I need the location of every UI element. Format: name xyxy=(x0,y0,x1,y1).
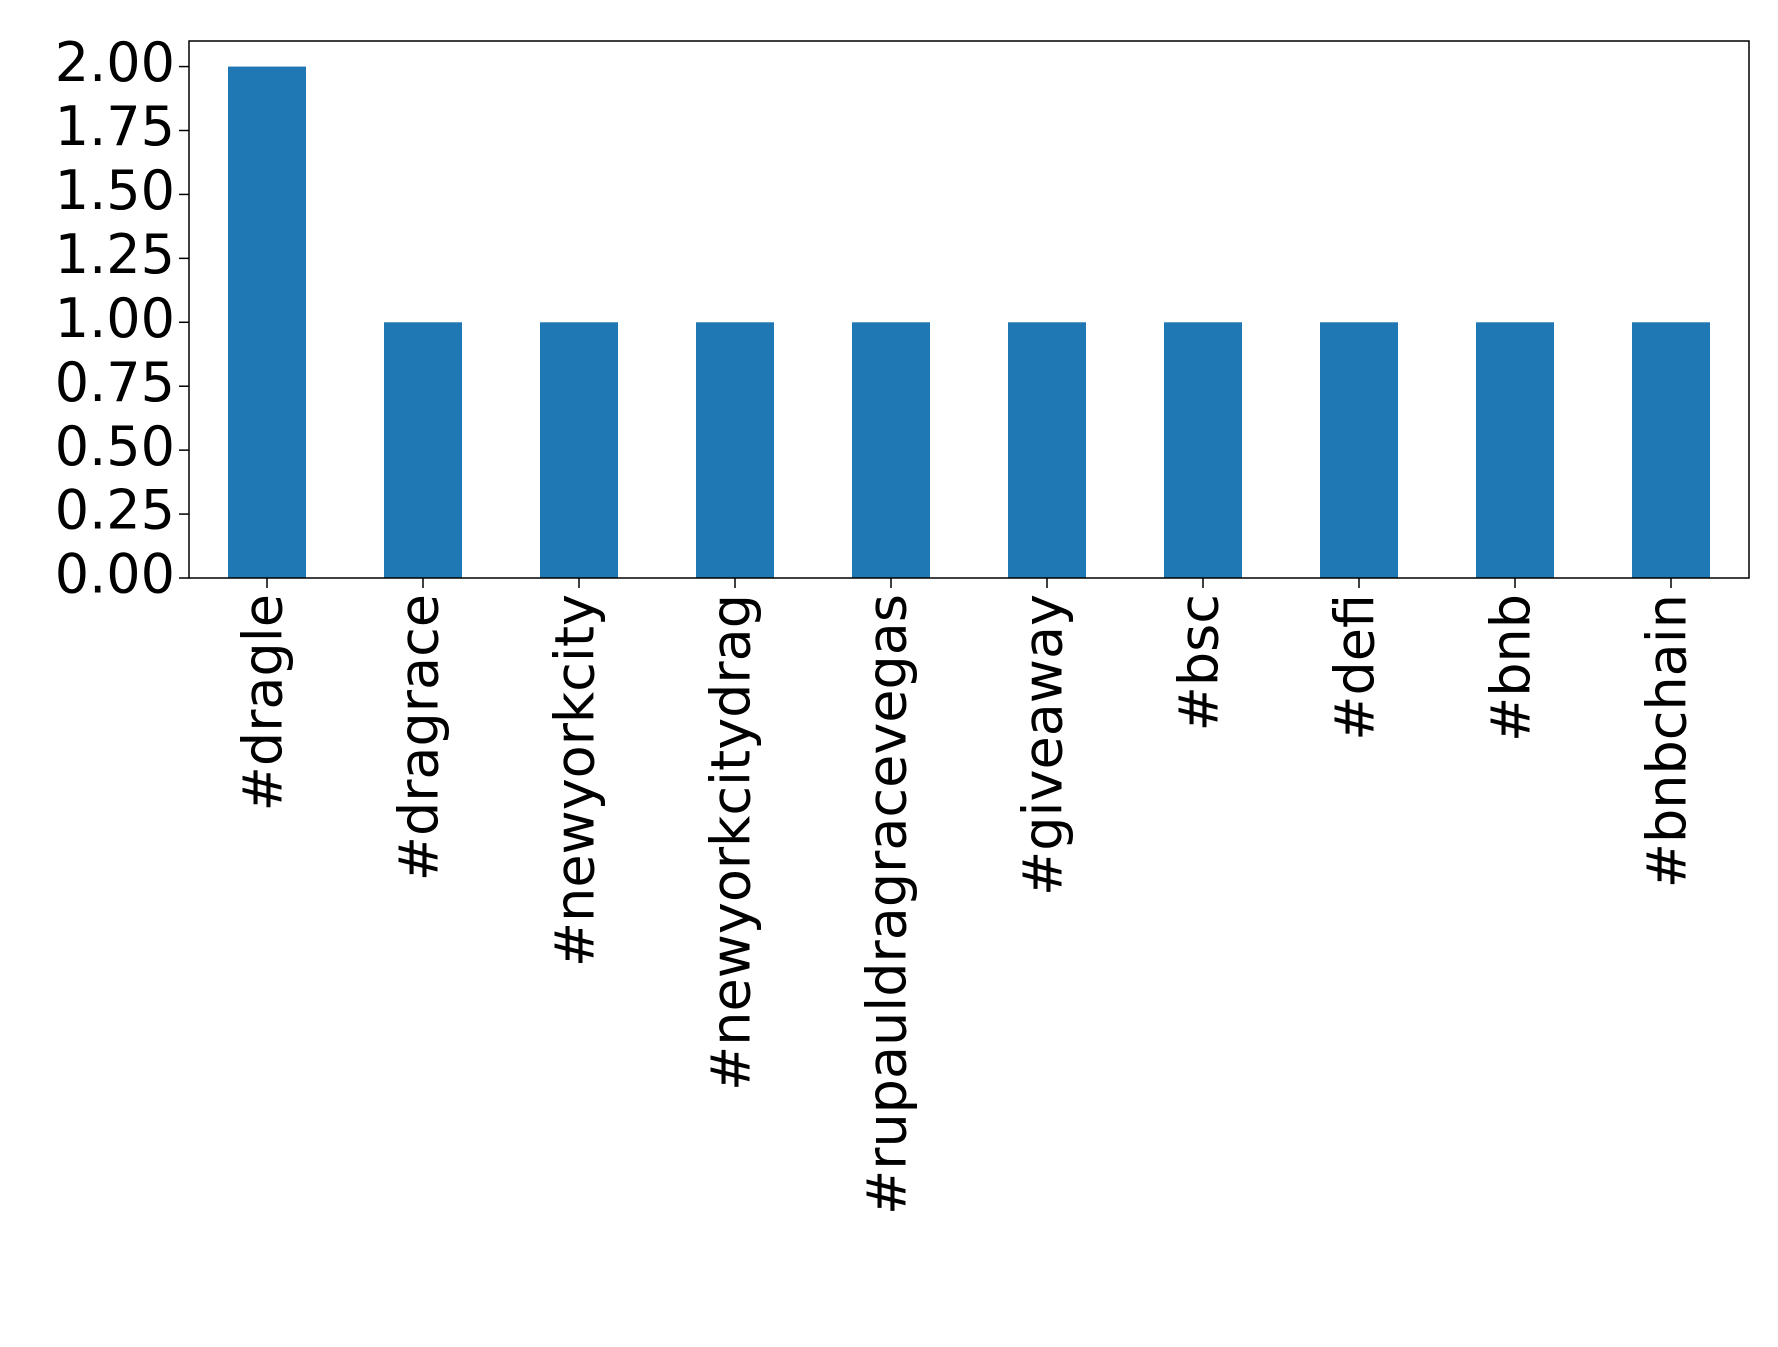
x-tick-label: #defi xyxy=(1324,594,1387,741)
bar xyxy=(1008,322,1086,578)
y-tick-label: 0.75 xyxy=(55,351,175,414)
bar xyxy=(1164,322,1242,578)
bar xyxy=(540,322,618,578)
y-tick-label: 0.00 xyxy=(55,543,175,606)
y-tick-label: 2.00 xyxy=(55,31,175,94)
x-tick-label: #newyorkcity xyxy=(544,594,607,967)
y-tick-label: 0.25 xyxy=(55,479,175,542)
x-tick-label: #rupauldragracevegas xyxy=(856,594,919,1215)
x-tick-label: #bnbchain xyxy=(1636,594,1699,888)
y-tick-label: 1.75 xyxy=(55,95,175,158)
x-tick-label: #dragle xyxy=(232,594,295,811)
x-tick-label: #bnb xyxy=(1480,594,1543,742)
y-tick-label: 1.25 xyxy=(55,223,175,286)
bar xyxy=(384,322,462,578)
bar xyxy=(852,322,930,578)
y-tick-label: 1.50 xyxy=(55,159,175,222)
bar xyxy=(1320,322,1398,578)
bar xyxy=(696,322,774,578)
bar xyxy=(1476,322,1554,578)
plot-frame xyxy=(188,40,1750,579)
x-tick-label: #bsc xyxy=(1168,594,1231,731)
x-tick-label: #dragrace xyxy=(388,594,451,881)
x-tick-label: #newyorkcitydrag xyxy=(700,594,763,1091)
bar xyxy=(1632,322,1710,578)
x-tick-label: #giveaway xyxy=(1012,594,1075,896)
y-tick-label: 1.00 xyxy=(55,287,175,350)
bar xyxy=(228,66,306,579)
y-tick-label: 0.50 xyxy=(55,415,175,478)
